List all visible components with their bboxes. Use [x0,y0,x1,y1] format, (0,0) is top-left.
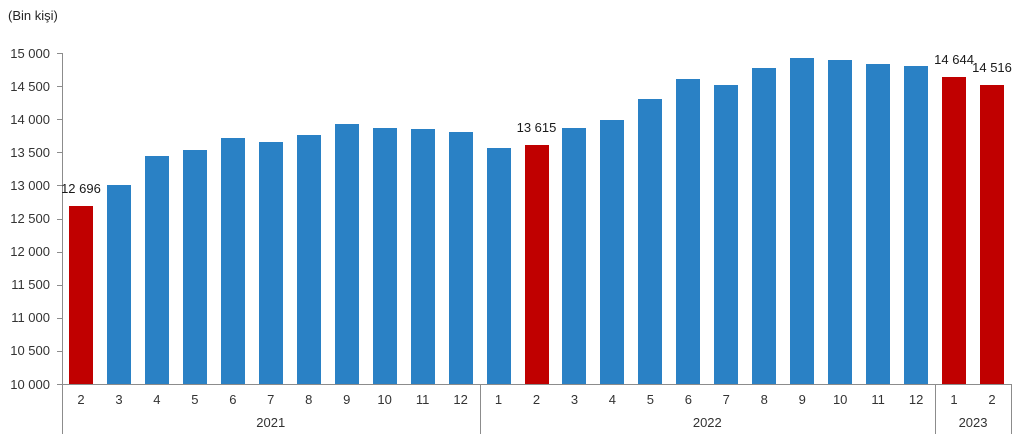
bar-value-label: 14 516 [972,60,1012,76]
x-axis-month-label: 9 [798,392,806,407]
y-axis-tick [57,218,62,220]
y-axis-label: 12 500 [10,211,50,226]
x-axis-year-label: 2022 [692,415,722,430]
bar-2021-4 [144,156,169,384]
y-axis-tick [57,119,62,121]
bar-2022-8 [752,67,777,384]
bar-value-label: 14 644 [934,51,974,67]
bar-2022-7 [714,84,739,384]
x-axis-month-label: 8 [760,392,768,407]
y-axis-tick [57,350,62,352]
y-axis-tick [57,185,62,187]
x-axis-month-label: 3 [570,392,579,407]
y-axis-label: 13 500 [10,144,50,160]
x-axis-month-label: 1 [950,392,958,407]
y-axis-tick [57,384,62,385]
bar-2021-5 [182,150,207,384]
bar-2023-2 [980,85,1005,384]
bar-2021-12 [448,132,473,384]
x-axis-line [62,384,1012,385]
x-axis-month-label: 1 [494,392,503,407]
x-axis-month-label: 2 [988,392,996,407]
x-axis-month-label: 7 [722,392,730,407]
x-axis-month-label: 2 [77,392,85,407]
y-axis-label: 13 000 [10,177,50,193]
x-axis-month-label: 9 [343,392,351,407]
bar-2021-6 [220,137,245,384]
bar-2022-2 [524,144,549,384]
bar-2021-11 [410,129,435,384]
x-axis-month-label: 4 [153,392,161,407]
bar-2023-1 [942,76,967,384]
x-axis-month-label: 12 [453,392,468,407]
y-axis-tick [57,317,62,319]
x-axis-month-label: 4 [608,392,617,407]
x-axis-month-label: 10 [377,392,392,407]
x-axis-month-label: 11 [871,392,885,407]
x-axis-month-label: 5 [191,392,199,407]
y-axis-label: 10 500 [10,343,50,359]
y-axis-label: 14 000 [10,111,50,127]
x-axis-month-label: 2 [532,392,541,407]
y-axis-label: 15 000 [10,45,50,61]
bar-2022-6 [676,79,701,384]
y-axis-tick [57,53,62,54]
year-separator [935,384,937,434]
y-axis-tick [57,284,62,286]
bar-2022-1 [486,148,511,384]
y-axis-tick [57,251,62,253]
bar-2022-4 [600,119,625,384]
x-axis-month-label: 10 [832,392,848,407]
bar-2022-12 [904,66,929,384]
bar-value-label: 12 696 [61,180,101,196]
x-axis-year-label: 2021 [256,415,286,430]
bar-2021-8 [296,135,321,384]
y-axis-label: 12 000 [10,244,50,260]
x-axis-month-label: 12 [908,392,924,407]
x-axis-month-label: 5 [646,392,654,407]
y-axis-label: 10 000 [10,376,50,392]
y-axis-label: 11 500 [11,277,50,293]
y-axis-label: 14 500 [10,78,50,94]
x-axis-month-label: 6 [229,392,237,407]
bar-2022-3 [562,128,587,384]
year-separator [479,384,481,434]
bar-2021-7 [258,142,283,384]
bar-2022-9 [790,57,815,384]
bar-2021-3 [106,185,131,384]
y-axis-tick [57,152,62,154]
bar-2021-10 [372,127,397,384]
bar-2022-5 [638,99,663,384]
y-axis-tick [57,86,62,88]
bar-2022-10 [828,60,853,384]
bar-2021-9 [334,124,359,384]
x-axis-year-label: 2023 [958,415,988,430]
bar-2021-2 [68,205,93,384]
y-axis-label: 11 000 [11,310,50,326]
x-axis-month-label: 6 [684,392,692,407]
x-axis-month-label: 8 [305,392,313,407]
y-axis-line [62,53,63,434]
bar-value-label: 13 615 [516,119,557,135]
chart-title: (Bin kişi) [8,8,58,23]
x-axis-month-label: 11 [415,392,430,407]
x-axis-month-label: 7 [267,392,275,407]
x-axis-month-label: 3 [115,392,123,407]
year-separator [1011,384,1012,434]
bar-2022-11 [866,64,891,384]
